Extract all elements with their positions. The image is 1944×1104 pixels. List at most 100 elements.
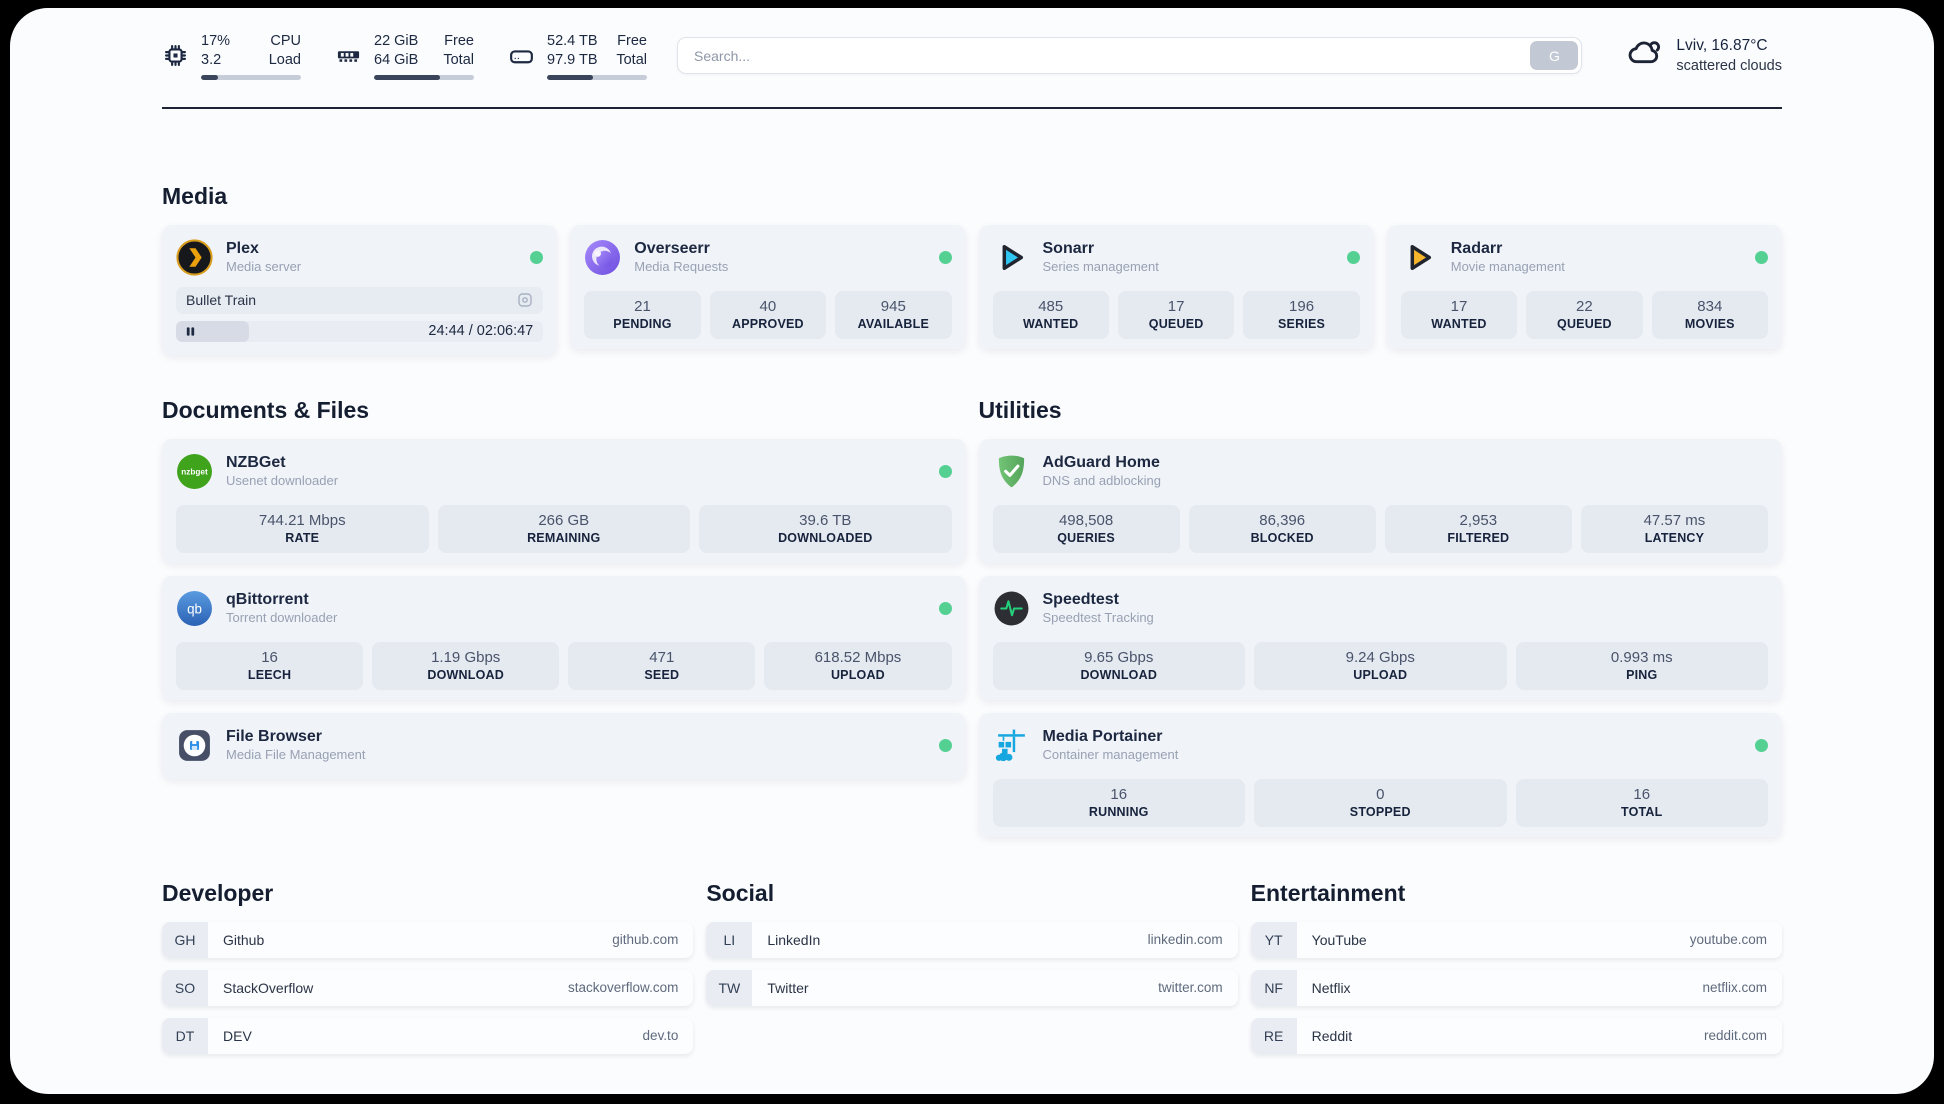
dashboard-page: 17% 3.2 CPU Load — [10, 8, 1934, 1094]
stat-remaining: 266 GB REMAINING — [437, 504, 690, 553]
bookmark-dev[interactable]: DT DEV dev.to — [162, 1017, 694, 1054]
bookmark-abbr: TW — [706, 969, 753, 1006]
bookmark-name: YouTube — [1311, 931, 1367, 948]
section-documents: Documents & Files nzbget NZBGet — [162, 397, 966, 837]
bookmark-name: DEV — [223, 1027, 252, 1044]
bookmark-linkedin[interactable]: LI LinkedIn linkedin.com — [706, 921, 1238, 958]
search-engine-button[interactable]: G — [1530, 41, 1579, 71]
playback-progress-fill — [176, 320, 250, 342]
portainer-icon — [993, 727, 1030, 764]
bookmark-abbr: DT — [162, 1017, 208, 1054]
bookmark-name: Reddit — [1311, 1027, 1353, 1044]
app-card-nzbget[interactable]: nzbget NZBGet Usenet downloader 744.21 M… — [162, 438, 966, 563]
cpu-icon — [162, 42, 189, 69]
app-description: Media File Management — [226, 747, 366, 763]
cpu-widget: 17% 3.2 CPU Load — [162, 32, 301, 80]
stat-label: PING — [1626, 668, 1658, 683]
disk-total-value: 97.9 TB — [547, 51, 598, 68]
stat-available: 945 AVAILABLE — [835, 290, 952, 339]
stat-label: AVAILABLE — [857, 317, 930, 332]
stat-label: MOVIES — [1684, 317, 1735, 332]
stat-value: 618.52 Mbps — [814, 649, 902, 667]
stat-value: 16 — [1110, 786, 1128, 804]
stat-value: 0 — [1376, 786, 1385, 804]
bookmark-name: Netflix — [1311, 979, 1351, 996]
stat-value: 266 GB — [538, 512, 590, 530]
app-description: Series management — [1042, 259, 1159, 275]
stat-label: QUEUED — [1148, 317, 1204, 332]
stat-value: 471 — [649, 649, 675, 667]
stat-blocked: 86,396 BLOCKED — [1188, 504, 1376, 553]
section-title-developer: Developer — [162, 879, 274, 906]
bookmark-youtube[interactable]: YT YouTube youtube.com — [1250, 921, 1782, 958]
app-card-plex[interactable]: Plex Media server Bullet Train — [162, 224, 558, 355]
app-card-adguard[interactable]: AdGuard Home DNS and adblocking 498,508 … — [978, 438, 1782, 563]
stat-value: 16 — [1633, 786, 1651, 804]
app-description: Usenet downloader — [226, 473, 339, 489]
stat-label: APPROVED — [732, 317, 804, 332]
app-card-overseerr[interactable]: Overseerr Media Requests 21 PENDING 40 A… — [570, 224, 966, 349]
stat-label: UPLOAD — [1353, 668, 1408, 683]
status-dot — [1755, 739, 1768, 753]
stat-queued: 22 QUEUED — [1526, 290, 1643, 339]
bookmark-netflix[interactable]: NF Netflix netflix.com — [1250, 969, 1782, 1006]
stat-label: DOWNLOAD — [427, 668, 504, 683]
plex-icon — [176, 239, 213, 276]
weather-widget: Lviv, 16.87°C scattered clouds — [1626, 34, 1782, 77]
status-dot — [938, 465, 952, 479]
stat-label: STOPPED — [1349, 805, 1411, 820]
stat-value: 17 — [1450, 298, 1468, 316]
stat-value: 47.57 ms — [1643, 512, 1706, 530]
stat-value: 0.993 ms — [1610, 649, 1673, 667]
section-utilities: Utilities AdGuard — [978, 397, 1782, 837]
bookmark-stackoverflow[interactable]: SO StackOverflow stackoverflow.com — [162, 969, 694, 1006]
qbittorrent-icon: qb — [176, 590, 213, 627]
app-card-qbittorrent[interactable]: qb qBittorrent Torrent downloader 16 — [162, 575, 966, 700]
bookmark-name: StackOverflow — [223, 979, 314, 996]
ram-icon — [335, 42, 362, 69]
app-title: qBittorrent — [226, 591, 309, 609]
stat-running: 16 RUNNING — [992, 778, 1245, 827]
bookmark-reddit[interactable]: RE Reddit reddit.com — [1250, 1017, 1782, 1054]
stat-value: 17 — [1167, 298, 1185, 316]
stat-label: DOWNLOAD — [1080, 668, 1158, 683]
stat-ping: 0.993 ms PING — [1515, 641, 1768, 690]
app-title: Media Portainer — [1042, 728, 1163, 746]
app-card-speedtest[interactable]: Speedtest Speedtest Tracking 9.65 Gbps D… — [978, 575, 1782, 700]
stat-value: 16 — [261, 649, 278, 667]
cpu-label-1: CPU — [270, 33, 301, 49]
playback-time: 24:44 / 02:06:47 — [428, 323, 534, 340]
adguard-icon — [993, 453, 1030, 490]
playback-progress: 24:44 / 02:06:47 — [176, 320, 544, 342]
app-description: Movie management — [1450, 259, 1565, 275]
app-title: AdGuard Home — [1042, 454, 1160, 472]
app-card-portainer[interactable]: Media Portainer Container management 16 … — [978, 712, 1782, 837]
bookmark-twitter[interactable]: TW Twitter twitter.com — [706, 969, 1238, 1006]
app-title: NZBGet — [226, 454, 286, 472]
bookmark-domain: twitter.com — [1158, 980, 1223, 996]
now-playing-title: Bullet Train — [186, 292, 257, 309]
stat-approved: 40 APPROVED — [709, 290, 827, 339]
stat-value: 86,396 — [1259, 512, 1306, 530]
bookmark-domain: reddit.com — [1703, 1028, 1767, 1044]
weather-condition: scattered clouds — [1676, 57, 1782, 74]
filebrowser-icon — [176, 727, 213, 764]
stat-wanted: 485 WANTED — [992, 290, 1109, 339]
stat-label: QUERIES — [1057, 531, 1115, 546]
ram-widget: 22 GiB 64 GiB Free Total — [335, 32, 474, 80]
stat-stopped: 0 STOPPED — [1254, 778, 1507, 827]
bookmark-github[interactable]: GH Github github.com — [162, 921, 694, 958]
bookmark-domain: dev.to — [642, 1028, 679, 1044]
cpu-progress-track — [201, 74, 301, 80]
stat-label: PENDING — [613, 317, 672, 332]
section-title-entertainment: Entertainment — [1250, 879, 1406, 906]
disk-label-2: Total — [616, 51, 647, 68]
stat-total: 16 TOTAL — [1515, 778, 1768, 827]
app-card-radarr[interactable]: Radarr Movie management 17 WANTED 22 QUE… — [1386, 224, 1782, 349]
app-card-filebrowser[interactable]: File Browser Media File Management — [162, 712, 966, 779]
app-card-sonarr[interactable]: Sonarr Series management 485 WANTED 17 Q… — [978, 224, 1374, 349]
svg-text:qb: qb — [187, 602, 202, 617]
bookmark-domain: stackoverflow.com — [568, 980, 679, 996]
search-input[interactable] — [677, 37, 1583, 75]
top-bar: 17% 3.2 CPU Load — [162, 8, 1782, 80]
